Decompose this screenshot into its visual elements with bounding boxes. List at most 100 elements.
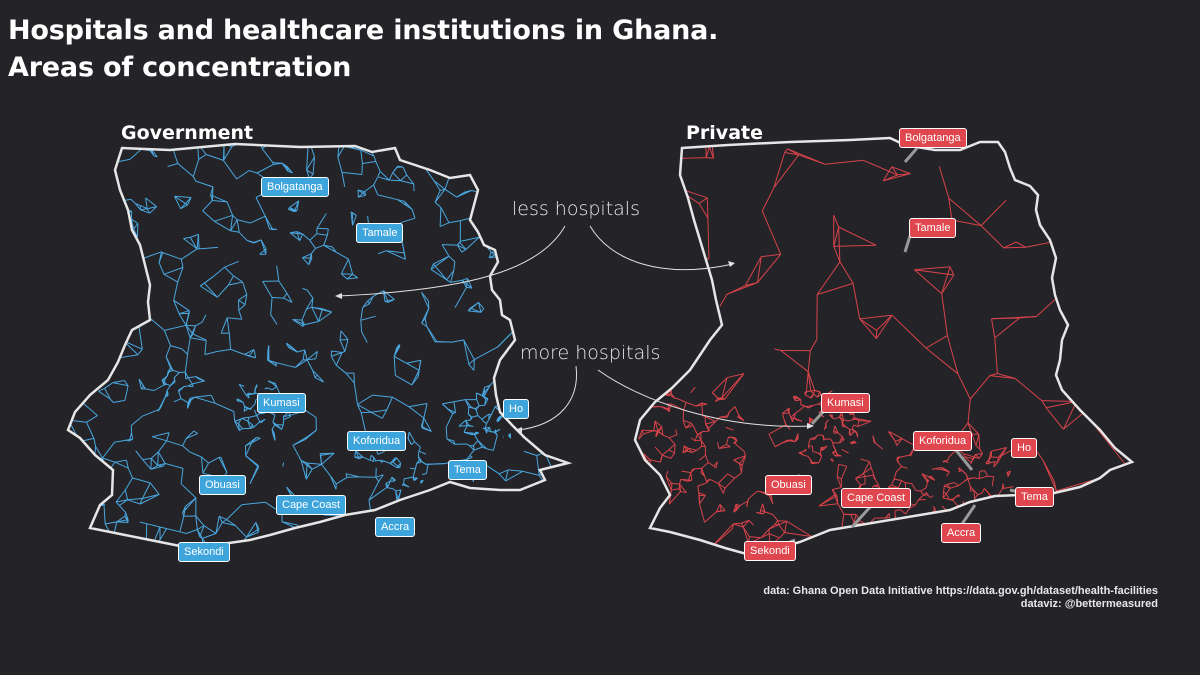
voronoi-edge [352, 273, 359, 279]
voronoi-edge [157, 463, 166, 466]
voronoi-edge [805, 394, 811, 399]
voronoi-edge [527, 272, 545, 283]
voronoi-edge [668, 449, 675, 454]
voronoi-edge [400, 144, 403, 151]
voronoi-edge [204, 351, 218, 356]
voronoi-edge [127, 498, 143, 501]
voronoi-edge [446, 438, 456, 445]
voronoi-edge [127, 499, 141, 505]
voronoi-edge [891, 478, 895, 486]
voronoi-edge [809, 339, 818, 351]
voronoi-edge [641, 286, 644, 328]
voronoi-edge [486, 146, 496, 155]
voronoi-edge [276, 386, 281, 394]
voronoi-edge [894, 478, 902, 481]
voronoi-edge [245, 394, 250, 399]
voronoi-edge [1025, 241, 1054, 248]
voronoi-edge [734, 406, 740, 416]
voronoi-edge [772, 514, 779, 522]
voronoi-edge [670, 393, 676, 399]
voronoi-edge [195, 515, 205, 527]
voronoi-edge [726, 373, 745, 379]
voronoi-edge [68, 317, 69, 325]
voronoi-edge [224, 266, 234, 277]
voronoi-edge [68, 441, 81, 453]
voronoi-edge [900, 454, 910, 458]
voronoi-edge [239, 383, 245, 387]
voronoi-edge [694, 434, 698, 442]
voronoi-edge [1044, 520, 1098, 549]
voronoi-edge [78, 387, 81, 391]
voronoi-edge [142, 251, 162, 260]
voronoi-edge [698, 197, 708, 205]
voronoi-edge [360, 412, 367, 433]
voronoi-edge [411, 441, 415, 445]
voronoi-edge [281, 521, 298, 526]
voronoi-edge [527, 146, 534, 157]
voronoi-edge [734, 437, 738, 441]
voronoi-edge [352, 215, 357, 226]
voronoi-edge [645, 406, 648, 408]
voronoi-edge [496, 280, 505, 292]
voronoi-edge [806, 390, 811, 393]
voronoi-edge [395, 374, 413, 386]
voronoi-edge [186, 529, 198, 534]
voronoi-edge [699, 495, 706, 505]
voronoi-edge [855, 475, 866, 479]
voronoi-edge [406, 362, 420, 371]
voronoi-edge [833, 244, 877, 247]
voronoi-edge [468, 424, 472, 427]
voronoi-edge [512, 146, 529, 156]
voronoi-edge [529, 394, 543, 400]
voronoi-edge [78, 337, 81, 344]
voronoi-edge [164, 324, 187, 331]
voronoi-edge [857, 418, 872, 422]
voronoi-edge [494, 428, 501, 433]
voronoi-edge [709, 478, 719, 484]
voronoi-edge [818, 503, 838, 507]
voronoi-edge [987, 508, 993, 511]
voronoi-edge [993, 496, 997, 501]
voronoi-edge [125, 438, 133, 441]
voronoi-edge [386, 487, 394, 490]
voronoi-edge [445, 427, 448, 440]
voronoi-edge [253, 409, 258, 416]
voronoi-edge [339, 527, 346, 550]
voronoi-edge [227, 317, 242, 320]
voronoi-edge [305, 468, 313, 480]
dataviz-credit: dataviz: @bettermeasured [1020, 598, 1158, 610]
voronoi-edge [190, 396, 196, 401]
voronoi-edge [270, 314, 278, 325]
voronoi-edge [316, 374, 324, 383]
voronoi-edge [668, 482, 673, 486]
voronoi-edge [981, 488, 985, 494]
voronoi-edge [113, 223, 124, 228]
voronoi-edge [883, 173, 911, 182]
voronoi-edge [183, 238, 198, 250]
voronoi-edge [662, 454, 671, 459]
voronoi-edge [756, 511, 764, 515]
voronoi-edge [323, 244, 337, 253]
voronoi-edge [386, 250, 405, 254]
voronoi-edge [232, 214, 238, 221]
voronoi-edge [357, 394, 373, 405]
voronoi-edge [88, 289, 92, 309]
voronoi-edge [452, 339, 464, 343]
voronoi-edge [704, 511, 717, 523]
voronoi-edge [353, 527, 363, 541]
voronoi-edge [442, 244, 458, 246]
voronoi-edge [489, 541, 499, 550]
voronoi-edge [841, 414, 844, 420]
voronoi-edge [122, 319, 124, 322]
voronoi-edge [549, 490, 555, 495]
voronoi-edge [116, 499, 128, 503]
voronoi-edge [834, 425, 839, 434]
voronoi-edge [214, 220, 231, 232]
voronoi-edge [142, 408, 160, 417]
voronoi-edge [980, 199, 1007, 226]
voronoi-edge [837, 503, 845, 515]
voronoi-edge [358, 191, 365, 198]
voronoi-edge [306, 351, 318, 361]
voronoi-edge [147, 206, 157, 210]
voronoi-edge [347, 277, 358, 280]
